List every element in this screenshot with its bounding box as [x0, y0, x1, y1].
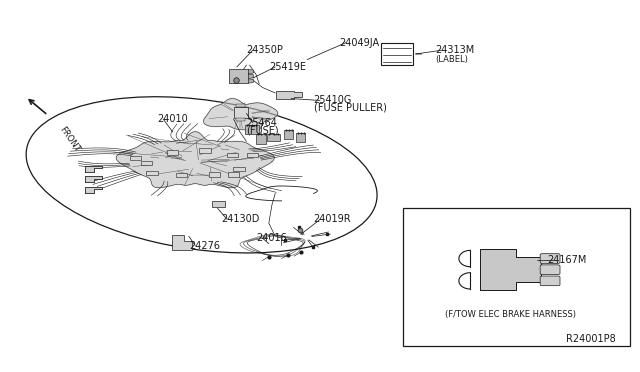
Text: (LABEL): (LABEL) — [435, 55, 468, 64]
Bar — [284, 130, 293, 139]
Polygon shape — [229, 69, 248, 83]
Text: R24001P8: R24001P8 — [566, 334, 616, 343]
Bar — [296, 133, 305, 142]
FancyBboxPatch shape — [540, 254, 560, 263]
Polygon shape — [116, 132, 275, 188]
Bar — [228, 173, 239, 177]
Text: FRONT: FRONT — [58, 125, 81, 153]
Polygon shape — [248, 74, 253, 78]
Bar — [199, 148, 211, 153]
Bar — [146, 171, 157, 175]
Polygon shape — [85, 187, 102, 193]
Polygon shape — [212, 201, 225, 207]
Bar — [227, 153, 238, 157]
Polygon shape — [85, 176, 102, 182]
Text: 25410G: 25410G — [314, 96, 352, 105]
Text: (FUSE): (FUSE) — [246, 125, 279, 135]
FancyBboxPatch shape — [540, 265, 560, 275]
Bar — [141, 161, 152, 165]
Polygon shape — [236, 118, 245, 121]
Polygon shape — [236, 104, 245, 107]
Bar — [403, 208, 630, 346]
Polygon shape — [204, 99, 278, 131]
Polygon shape — [248, 79, 253, 83]
Bar — [267, 134, 280, 141]
Text: 24130D: 24130D — [221, 215, 259, 224]
Bar — [166, 150, 178, 155]
Bar — [209, 172, 220, 176]
Text: 24276: 24276 — [189, 241, 220, 250]
FancyBboxPatch shape — [540, 276, 560, 286]
Polygon shape — [85, 166, 102, 172]
Polygon shape — [480, 249, 541, 290]
Text: 24019R: 24019R — [314, 215, 351, 224]
Polygon shape — [248, 69, 253, 74]
Text: 24313M: 24313M — [435, 45, 474, 55]
Text: 24049JA: 24049JA — [339, 38, 380, 48]
Text: (F/TOW ELEC BRAKE HARNESS): (F/TOW ELEC BRAKE HARNESS) — [445, 310, 576, 319]
Bar — [233, 167, 244, 171]
Text: 24016: 24016 — [256, 233, 287, 243]
Bar — [246, 153, 258, 157]
Bar — [381, 43, 413, 65]
Polygon shape — [234, 107, 248, 118]
Polygon shape — [276, 91, 302, 99]
Text: 24010: 24010 — [157, 114, 188, 124]
Bar — [130, 156, 141, 160]
Bar — [256, 135, 266, 144]
Text: 25464: 25464 — [246, 118, 277, 128]
Text: 24167M: 24167M — [547, 256, 587, 265]
Bar — [176, 173, 188, 177]
Bar — [245, 125, 259, 134]
Text: 25419E: 25419E — [269, 62, 306, 72]
Text: 24350P: 24350P — [246, 45, 284, 55]
Text: (FUSE PULLER): (FUSE PULLER) — [314, 103, 387, 113]
Polygon shape — [172, 235, 192, 250]
